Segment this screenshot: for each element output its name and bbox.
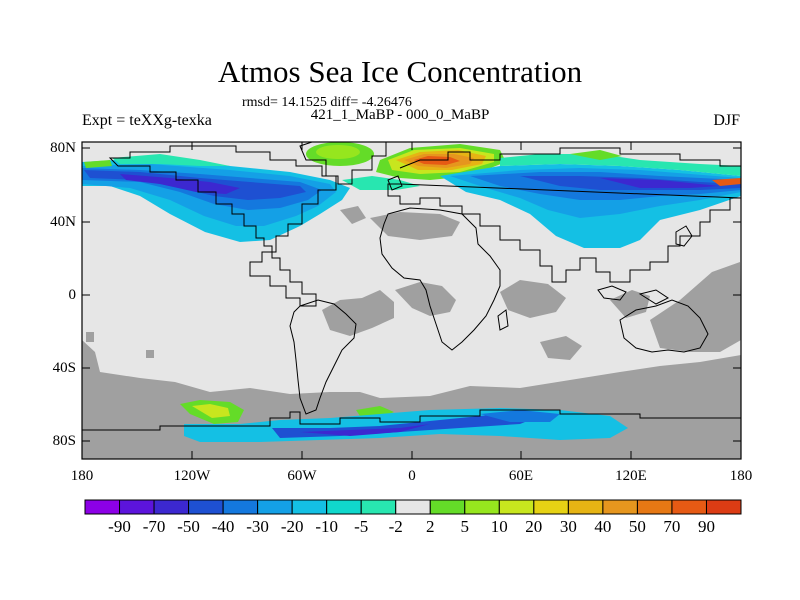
colorbar-swatch (705, 499, 742, 515)
coastlines (82, 141, 742, 431)
grey-patch-east-pacific (540, 336, 582, 360)
madagascar-coast (497, 309, 509, 331)
indonesia-coast (597, 285, 669, 305)
lon-label-0: 0 (408, 468, 416, 484)
grey-patch-asia (370, 212, 460, 240)
map-field (82, 142, 741, 459)
colorbar-label: -10 (315, 517, 339, 536)
grey-patch-africa-atlantic (395, 282, 456, 316)
colorbar-swatch (395, 499, 431, 515)
colorbar-swatch (291, 499, 328, 515)
uk-coast (387, 175, 403, 191)
colorbar-label: -2 (388, 517, 403, 536)
greenland-coast (299, 141, 387, 185)
lat-label-40n: 40N (50, 214, 76, 230)
lat-label-0: 0 (68, 287, 77, 303)
colorbar-label: 70 (663, 517, 681, 536)
colorbar-swatch (602, 499, 638, 515)
colorbar-swatch (222, 499, 259, 515)
colorbar-swatch (257, 499, 293, 515)
colorbar-label: 50 (628, 517, 646, 536)
japan-coast (675, 225, 693, 247)
lon-label-120e: 120E (615, 468, 647, 484)
colorbar-label: -5 (354, 517, 369, 536)
lon-label-60e: 60E (508, 468, 534, 484)
colorbar-swatch (671, 499, 707, 515)
antarctica-coast (82, 409, 741, 431)
nh-west-green-edge (84, 160, 112, 168)
colorbar-swatch (153, 499, 190, 515)
colorbar-swatch (188, 499, 224, 515)
colorbar-swatch (567, 499, 604, 515)
experiment-label: Expt = teXXg-texka (82, 112, 212, 129)
nh-east-red-edge (712, 178, 741, 186)
grey-patch-indian-ocean (500, 280, 566, 318)
colorbar-label: -90 (108, 517, 131, 536)
lon-label-120w: 120W (173, 468, 211, 484)
colorbar-swatch (84, 499, 121, 515)
lat-label-80n: 80N (50, 140, 76, 156)
colorbar-swatch (119, 499, 155, 515)
nh-east-indigo (600, 178, 720, 188)
lon-label-180e: 180 (729, 468, 753, 484)
lon-label-60w: 60W (287, 468, 317, 484)
colorbar-label: -50 (177, 517, 200, 536)
nh-east-cyan-top (500, 154, 741, 176)
lat-label-40s: 40S (52, 360, 76, 376)
colorbar-label: 20 (525, 517, 543, 536)
antarctic-yellow-west (192, 404, 230, 418)
colorbar-label: 40 (594, 517, 612, 536)
lon-label-180w: 180 (70, 468, 94, 484)
experiment-comparison: 421_1_MaBP - 000_0_MaBP (310, 107, 490, 123)
colorbar-swatch (326, 499, 362, 515)
grey-patch-pacific-2 (86, 332, 94, 342)
colorbar-swatch (533, 499, 569, 515)
nh-west-cyan-top (112, 154, 230, 166)
colorbar-label: 10 (490, 517, 508, 536)
antarctic-indigo-band (300, 424, 430, 436)
colorbar-label: 30 (559, 517, 577, 536)
colorbar-swatch (429, 499, 466, 515)
africa-coast (379, 207, 501, 351)
grey-patch-south-america (322, 290, 394, 336)
lat-label-80s: 80S (52, 433, 76, 449)
colorbar (84, 499, 742, 515)
colorbar-label: -30 (246, 517, 269, 536)
rmsd-diff-stats: rmsd= 14.1525 diff= -4.26476 (242, 95, 412, 110)
colorbar-label: 90 (698, 517, 715, 536)
colorbar-label: -70 (142, 517, 166, 536)
antarctic-blue-east (480, 410, 560, 422)
grey-patch-indonesia (610, 290, 650, 318)
colorbar-label: 2 (426, 517, 435, 536)
colorbar-swatch (464, 499, 500, 515)
eurasia-coast (387, 147, 742, 283)
nh-east-green-top (570, 150, 622, 160)
colorbar-label: -40 (211, 517, 235, 536)
greenland-lightgreen-anomaly (316, 145, 360, 159)
colorbar-swatch (360, 499, 397, 515)
axis-ticks (82, 142, 741, 459)
grey-patch-middle-east (340, 206, 366, 224)
map-title: Atmos Sea Ice Concentration (217, 54, 583, 89)
colorbar-swatch (498, 499, 535, 515)
south-america-coast (289, 299, 357, 415)
grey-patch-australia (650, 262, 741, 352)
north-america-coast (108, 145, 337, 307)
colorbar-label: -20 (280, 517, 304, 536)
colorbar-label: 5 (460, 517, 470, 536)
grey-patch-pacific (146, 350, 154, 358)
nh-west-indigo (120, 174, 240, 194)
australia-coast (619, 299, 709, 353)
season-label: DJF (713, 112, 740, 129)
colorbar-swatch (636, 499, 673, 515)
